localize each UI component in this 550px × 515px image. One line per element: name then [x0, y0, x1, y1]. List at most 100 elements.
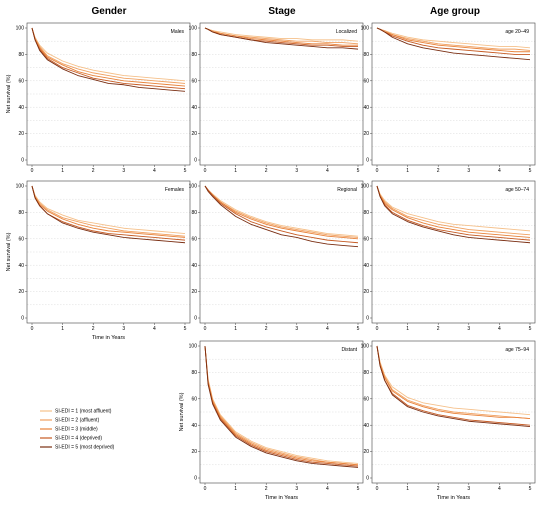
- series-line-si-edi-3: [376, 345, 531, 420]
- legend-label: SI-EDI = 4 (deprived): [55, 436, 102, 442]
- x-tick-label: 1: [234, 168, 237, 174]
- series-line-si-edi-2: [31, 185, 186, 237]
- x-tick-label: 2: [265, 486, 268, 492]
- x-tick-label: 0: [204, 486, 207, 492]
- panel-label: Distant: [341, 347, 357, 353]
- x-tick-label: 3: [122, 168, 125, 174]
- panel-age-20-49: 0 20 40 60 80 100 0 1 2 3 4 5 age 20–49: [361, 22, 536, 174]
- y-tick-label: 80: [18, 210, 24, 216]
- series-line-si-edi-3: [31, 185, 186, 238]
- y-tick-label: 60: [363, 236, 369, 242]
- y-tick-label: 60: [363, 396, 369, 402]
- y-tick-label: 40: [191, 105, 197, 111]
- panel-label: Males: [171, 29, 185, 35]
- legend-label: SI-EDI = 3 (middle): [55, 427, 98, 433]
- y-tick-label: 20: [191, 289, 197, 295]
- series-line-si-edi-3: [376, 185, 531, 238]
- x-tick-label: 2: [92, 168, 95, 174]
- x-tick-label: 0: [204, 326, 207, 332]
- x-tick-label: 0: [376, 486, 379, 492]
- y-tick-label: 100: [16, 184, 25, 190]
- series-line-si-edi-2: [376, 185, 531, 236]
- legend-item-si-edi-2: SI-EDI = 2 (affluent): [40, 418, 100, 424]
- x-tick-label: 1: [406, 326, 409, 332]
- panel-localized: 0 20 40 60 80 100 0 1 2 3 4 5 Localized: [189, 22, 364, 174]
- series-line-si-edi-5: [376, 185, 531, 244]
- x-tick-label: 5: [184, 326, 187, 332]
- column-title-stage: Stage: [268, 6, 296, 17]
- y-tick-label: 0: [366, 476, 369, 482]
- x-tick-label: 4: [153, 326, 156, 332]
- x-tick-label: 2: [265, 326, 268, 332]
- y-tick-label: 20: [363, 449, 369, 455]
- series-line-si-edi-5: [204, 185, 359, 248]
- y-tick-label: 80: [18, 52, 24, 58]
- x-tick-label: 0: [31, 168, 34, 174]
- x-tick-label: 1: [61, 168, 64, 174]
- x-tick-label: 3: [295, 326, 298, 332]
- x-tick-label: 4: [498, 168, 501, 174]
- panel-label: age 75–94: [505, 347, 529, 353]
- y-tick-label: 20: [18, 289, 24, 295]
- y-tick-label: 60: [18, 78, 24, 84]
- x-tick-label: 4: [326, 486, 329, 492]
- series-line-si-edi-5: [376, 27, 531, 61]
- y-tick-label: 40: [191, 423, 197, 429]
- x-tick-label: 4: [153, 168, 156, 174]
- series-line-si-edi-4: [376, 185, 531, 241]
- x-tick-label: 5: [357, 486, 360, 492]
- x-tick-label: 5: [184, 168, 187, 174]
- series-line-si-edi-4: [31, 185, 186, 241]
- legend-item-si-edi-5: SI-EDI = 5 (most deprived): [40, 445, 115, 451]
- x-tick-label: 1: [234, 486, 237, 492]
- y-tick-label: 0: [21, 316, 24, 322]
- panel-label: age 50–74: [505, 187, 529, 193]
- x-tick-label: 3: [122, 326, 125, 332]
- y-tick-label: 80: [191, 370, 197, 376]
- y-tick-label: 100: [189, 344, 198, 350]
- series-line-si-edi-1: [31, 27, 186, 82]
- y-axis-label: Net survival (%): [6, 74, 12, 113]
- y-tick-label: 60: [18, 236, 24, 242]
- series-line-si-edi-5: [204, 27, 359, 50]
- x-tick-label: 1: [406, 168, 409, 174]
- series-line-si-edi-5: [31, 185, 186, 244]
- y-tick-label: 40: [363, 263, 369, 269]
- y-tick-label: 100: [361, 344, 370, 350]
- panel-label: Regional: [337, 187, 357, 193]
- series-line-si-edi-3: [31, 27, 186, 87]
- y-axis-label: Net survival (%): [179, 392, 185, 431]
- series-line-si-edi-5: [376, 345, 531, 427]
- x-tick-label: 5: [357, 168, 360, 174]
- x-tick-label: 4: [498, 486, 501, 492]
- y-tick-label: 60: [191, 236, 197, 242]
- y-tick-label: 0: [194, 316, 197, 322]
- y-tick-label: 80: [363, 210, 369, 216]
- legend-item-si-edi-1: SI-EDI = 1 (most affluent): [40, 409, 112, 415]
- series-line-si-edi-5: [31, 27, 186, 92]
- y-tick-label: 100: [189, 184, 198, 190]
- x-tick-label: 2: [92, 326, 95, 332]
- x-tick-label: 0: [204, 168, 207, 174]
- x-tick-label: 3: [467, 168, 470, 174]
- y-tick-label: 0: [21, 158, 24, 164]
- panel-label: Females: [165, 187, 185, 193]
- y-axis-label: Net survival (%): [6, 232, 12, 271]
- y-tick-label: 40: [363, 105, 369, 111]
- x-tick-label: 1: [406, 486, 409, 492]
- series-line-si-edi-2: [376, 27, 531, 51]
- x-tick-label: 3: [295, 168, 298, 174]
- y-tick-label: 20: [191, 449, 197, 455]
- legend-item-si-edi-3: SI-EDI = 3 (middle): [40, 427, 98, 433]
- series-line-si-edi-2: [204, 185, 359, 238]
- series-line-si-edi-1: [376, 185, 531, 232]
- legend: SI-EDI = 1 (most affluent) SI-EDI = 2 (af…: [40, 409, 115, 451]
- x-tick-label: 3: [295, 486, 298, 492]
- series-line-si-edi-2: [31, 27, 186, 84]
- series-line-si-edi-4: [204, 185, 359, 244]
- series-line-si-edi-1: [31, 185, 186, 234]
- x-tick-label: 0: [31, 326, 34, 332]
- y-tick-label: 60: [363, 78, 369, 84]
- y-tick-label: 60: [191, 396, 197, 402]
